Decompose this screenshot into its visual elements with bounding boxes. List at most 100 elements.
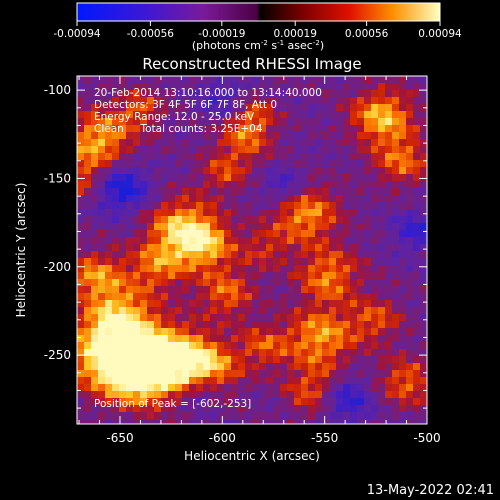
heatmap-cell (105, 272, 113, 280)
heatmap-cell (245, 405, 253, 413)
heatmap-cell (105, 265, 113, 273)
heatmap-cell (217, 342, 225, 350)
heatmap-cell (413, 293, 421, 301)
heatmap-cell (385, 258, 393, 266)
heatmap-cell (98, 202, 106, 210)
heatmap-cell (238, 167, 246, 175)
heatmap-cell (210, 83, 218, 91)
heatmap-cell (224, 160, 232, 168)
heatmap-cell (245, 398, 253, 406)
heatmap-cell (105, 342, 113, 350)
heatmap-cell (112, 188, 120, 196)
heatmap-cell (357, 349, 365, 357)
heatmap-cell (231, 146, 239, 154)
heatmap-cell (224, 398, 232, 406)
heatmap-cell (259, 111, 267, 119)
heatmap-cell (385, 286, 393, 294)
heatmap-cell (378, 265, 386, 273)
heatmap-cell (252, 286, 260, 294)
heatmap-cell (84, 412, 92, 420)
heatmap-cell (343, 209, 351, 217)
heatmap-cell (224, 335, 232, 343)
heatmap-cell (406, 118, 414, 126)
heatmap-cell (357, 293, 365, 301)
heatmap-cell (161, 237, 169, 245)
heatmap-cell (196, 223, 204, 231)
heatmap-cell (98, 405, 106, 413)
heatmap-cell (196, 412, 204, 420)
heatmap-cell (266, 160, 274, 168)
heatmap-cell (364, 286, 372, 294)
heatmap-cell (112, 328, 120, 336)
heatmap-cell (154, 132, 162, 140)
heatmap-cell (91, 202, 99, 210)
heatmap-cell (189, 181, 197, 189)
heatmap-cell (266, 286, 274, 294)
heatmap-cell (196, 321, 204, 329)
heatmap-cell (371, 314, 379, 322)
heatmap-cell (224, 76, 232, 84)
heatmap-cell (357, 139, 365, 147)
heatmap-cell (350, 167, 358, 175)
heatmap-cell (343, 237, 351, 245)
heatmap-cell (154, 342, 162, 350)
heatmap-cell (378, 412, 386, 420)
heatmap-cell (343, 335, 351, 343)
heatmap-cell (378, 370, 386, 378)
heatmap-cell (406, 202, 414, 210)
heatmap-cell (91, 279, 99, 287)
heatmap-cell (84, 153, 92, 161)
heatmap-cell (336, 160, 344, 168)
heatmap-cell (343, 90, 351, 98)
heatmap-cell (238, 188, 246, 196)
heatmap-cell (287, 405, 295, 413)
heatmap-cell (357, 286, 365, 294)
heatmap-cell (392, 139, 400, 147)
heatmap-cell (252, 153, 260, 161)
heatmap-cell (406, 377, 414, 385)
heatmap-cell (357, 174, 365, 182)
heatmap-cell (308, 398, 316, 406)
heatmap-cell (252, 321, 260, 329)
heatmap-cell (91, 265, 99, 273)
heatmap-cell (273, 111, 281, 119)
heatmap-cell (98, 412, 106, 420)
heatmap-cell (266, 405, 274, 413)
heatmap-cell (385, 328, 393, 336)
heatmap-cell (364, 321, 372, 329)
heatmap-cell (133, 293, 141, 301)
heatmap-cell (224, 209, 232, 217)
heatmap-cell (343, 265, 351, 273)
heatmap-cell (203, 216, 211, 224)
heatmap-cell (182, 335, 190, 343)
heatmap-cell (231, 83, 239, 91)
heatmap-cell (217, 230, 225, 238)
heatmap-cell (399, 279, 407, 287)
heatmap-cell (245, 167, 253, 175)
heatmap-cell (315, 111, 323, 119)
heatmap-cell (161, 90, 169, 98)
heatmap-cell (147, 272, 155, 280)
heatmap-cell (105, 307, 113, 315)
heatmap-cell (294, 335, 302, 343)
heatmap-cell (203, 90, 211, 98)
heatmap-cell (203, 83, 211, 91)
heatmap-cell (182, 363, 190, 371)
heatmap-cell (126, 412, 134, 420)
heatmap-cell (287, 97, 295, 105)
heatmap-cell (154, 111, 162, 119)
heatmap-cell (287, 202, 295, 210)
heatmap-cell (238, 342, 246, 350)
heatmap-cell (168, 139, 176, 147)
heatmap-cell (175, 132, 183, 140)
heatmap-cell (399, 181, 407, 189)
heatmap-cell (420, 153, 427, 161)
heatmap-cell (217, 139, 225, 147)
heatmap-cell (189, 104, 197, 112)
heatmap-cell (385, 349, 393, 357)
heatmap-cell (266, 195, 274, 203)
heatmap-cell (77, 181, 85, 189)
heatmap-cell (189, 342, 197, 350)
heatmap-cell (413, 153, 421, 161)
heatmap-cell (336, 398, 344, 406)
